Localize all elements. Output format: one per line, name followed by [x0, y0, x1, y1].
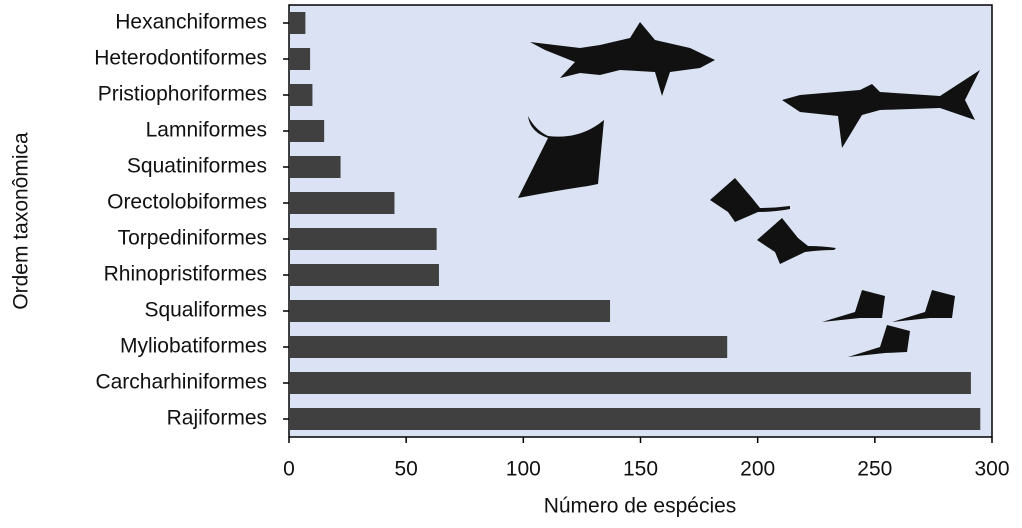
- x-tick-label: 250: [857, 458, 892, 481]
- y-tick-label: Lamniformes: [146, 119, 267, 142]
- x-tick-label: 50: [394, 458, 417, 481]
- bar: [289, 408, 981, 430]
- bar: [289, 120, 325, 142]
- y-tick-label: Rajiformes: [167, 407, 267, 430]
- x-tick-label: 300: [974, 458, 1009, 481]
- x-tick-label: 0: [283, 458, 295, 481]
- bar: [289, 48, 311, 70]
- x-tick-label: 150: [623, 458, 658, 481]
- y-tick-label: Squatiniformes: [127, 155, 267, 178]
- bar: [289, 156, 341, 178]
- bar: [289, 228, 437, 250]
- bar: [289, 84, 313, 106]
- bar: [289, 336, 728, 358]
- x-axis-label: Número de espécies: [544, 495, 737, 518]
- y-tick-label: Myliobatiformes: [120, 335, 267, 358]
- bar: [289, 372, 971, 394]
- bar: [289, 300, 611, 322]
- x-tick-label: 100: [506, 458, 541, 481]
- bar: [289, 264, 439, 286]
- y-tick-label: Orectolobiformes: [107, 191, 267, 214]
- y-axis-label: Ordem taxonômica: [10, 132, 33, 310]
- y-tick-label: Pristiophoriformes: [98, 83, 267, 106]
- y-tick-label: Hexanchiformes: [115, 11, 267, 34]
- y-tick-label: Squaliformes: [144, 299, 267, 322]
- plot-area: [288, 4, 993, 438]
- y-tick-label: Torpediniformes: [118, 227, 267, 250]
- x-tick-label: 200: [740, 458, 775, 481]
- silhouettes: [518, 22, 980, 357]
- bar: [289, 12, 306, 34]
- y-tick-label: Rhinopristiformes: [104, 263, 267, 286]
- bar: [289, 192, 395, 214]
- y-tick-label: Carcharhiniformes: [95, 371, 267, 394]
- y-tick-label: Heterodontiformes: [94, 47, 267, 70]
